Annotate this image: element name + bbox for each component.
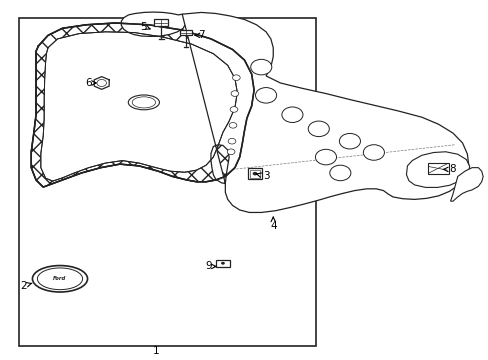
Ellipse shape <box>32 266 87 292</box>
Circle shape <box>307 121 328 136</box>
Polygon shape <box>41 32 237 181</box>
Polygon shape <box>31 23 254 187</box>
Polygon shape <box>449 168 482 201</box>
Polygon shape <box>31 23 254 187</box>
Circle shape <box>227 149 234 154</box>
Text: 1: 1 <box>152 346 159 356</box>
Circle shape <box>229 122 236 128</box>
Bar <box>248 168 261 179</box>
Circle shape <box>232 75 240 81</box>
Bar <box>180 30 192 36</box>
Circle shape <box>329 165 350 181</box>
Ellipse shape <box>128 95 159 110</box>
Polygon shape <box>41 32 237 181</box>
Polygon shape <box>94 77 109 89</box>
Text: 3: 3 <box>256 171 269 181</box>
Circle shape <box>315 149 336 165</box>
Circle shape <box>255 87 276 103</box>
Circle shape <box>363 145 384 160</box>
Polygon shape <box>427 163 448 174</box>
Bar <box>154 19 168 26</box>
Bar <box>250 170 259 177</box>
Circle shape <box>230 107 237 112</box>
Text: 4: 4 <box>269 217 276 231</box>
Text: 5: 5 <box>140 22 150 32</box>
Bar <box>19 18 316 346</box>
Text: 2: 2 <box>20 281 32 291</box>
Circle shape <box>252 172 257 175</box>
Circle shape <box>250 59 271 75</box>
Circle shape <box>231 91 238 96</box>
Bar <box>216 260 229 267</box>
Text: Ford: Ford <box>53 276 66 281</box>
Circle shape <box>339 134 360 149</box>
Text: 6: 6 <box>85 78 96 88</box>
Polygon shape <box>121 12 185 36</box>
Text: 9: 9 <box>205 261 216 271</box>
Circle shape <box>228 138 235 144</box>
Circle shape <box>221 262 224 265</box>
Polygon shape <box>406 152 469 188</box>
Polygon shape <box>182 12 468 212</box>
Text: 8: 8 <box>443 165 455 174</box>
Circle shape <box>281 107 303 122</box>
Text: 7: 7 <box>195 30 204 40</box>
